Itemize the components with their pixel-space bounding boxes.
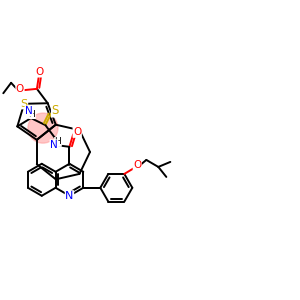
Text: N: N (50, 140, 58, 150)
Circle shape (28, 113, 58, 143)
Text: H: H (28, 110, 35, 118)
Text: S: S (20, 99, 28, 109)
Text: O: O (73, 127, 81, 137)
Text: O: O (36, 67, 44, 77)
Text: O: O (133, 160, 141, 170)
Text: O: O (16, 84, 24, 94)
Text: S: S (52, 104, 59, 117)
Text: N: N (25, 106, 33, 116)
Text: H: H (55, 137, 61, 146)
Text: N: N (65, 191, 74, 201)
